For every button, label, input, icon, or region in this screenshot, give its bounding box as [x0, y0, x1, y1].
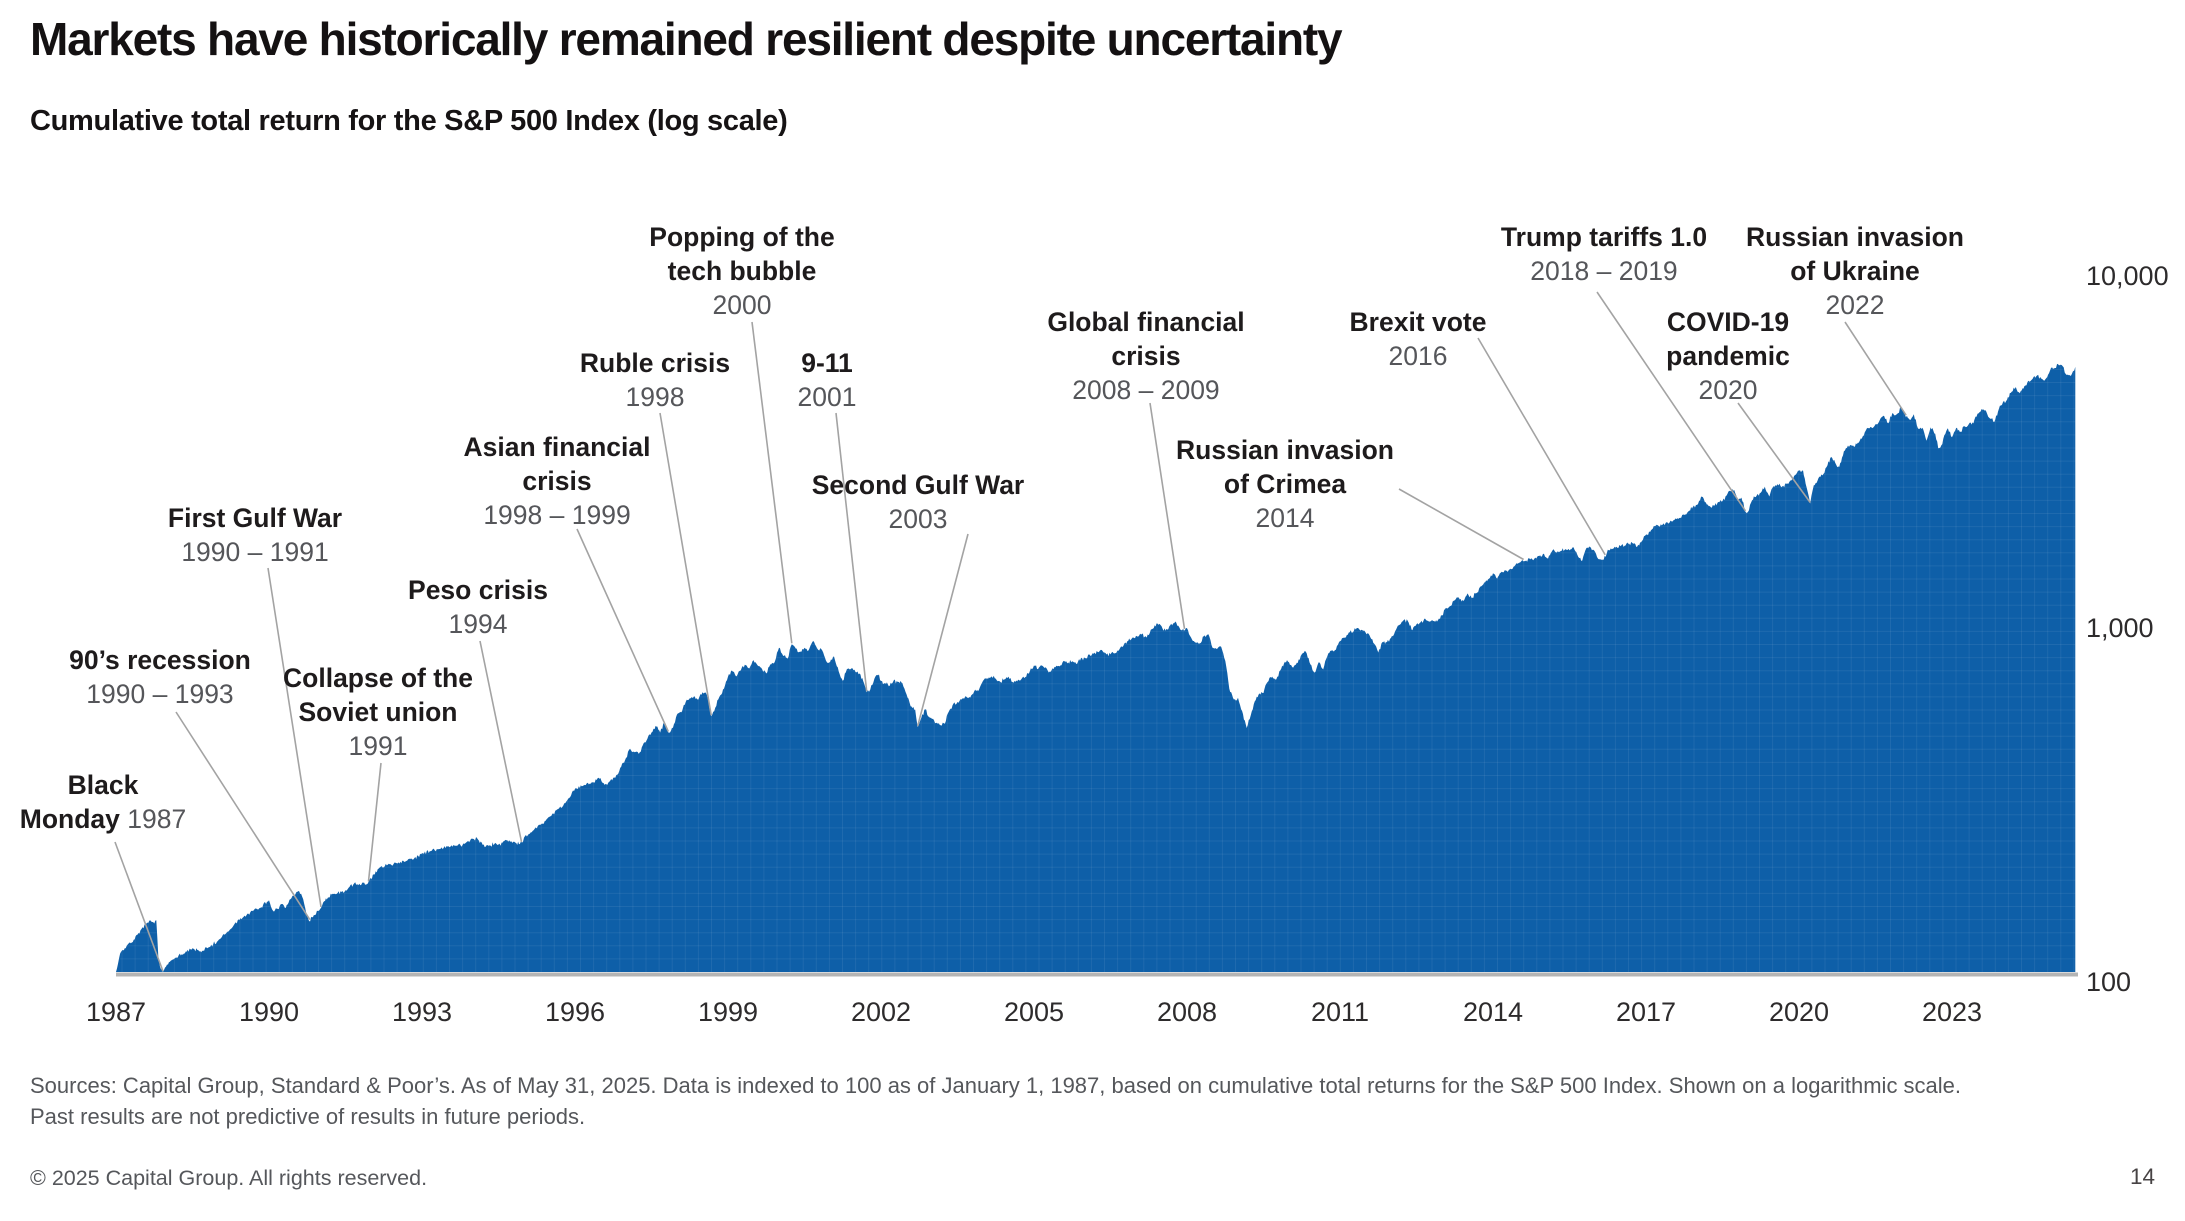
event-label-ukraine-invasion: Russian invasion of Ukraine 2022 [1746, 222, 1964, 320]
event-leader-first-gulf-war [267, 567, 322, 908]
x-tick-2023: 2023 [1921, 997, 1983, 1027]
copyright-note: © 2025 Capital Group. All rights reserve… [30, 1166, 428, 1190]
event-label-brexit-vote: Brexit vote 2016 [1349, 307, 1487, 371]
event-label-trump-tariffs: Trump tariffs 1.0 2018 – 2019 [1500, 222, 1708, 286]
x-tick-2020: 2020 [1768, 997, 1830, 1027]
x-tick-1990: 1990 [238, 997, 300, 1027]
sources-note: Sources: Capital Group, Standard & Poor’… [30, 1070, 2160, 1132]
event-leader-brexit-vote [1477, 337, 1606, 556]
event-label-second-gulf-war: Second Gulf War 2003 [811, 470, 1025, 534]
x-tick-2014: 2014 [1462, 997, 1524, 1027]
event-leader-soviet-collapse [367, 762, 382, 882]
x-tick-2008: 2008 [1156, 997, 1218, 1027]
event-label-soviet-collapse: Collapse of the Soviet union 1991 [283, 663, 473, 761]
event-leader-second-gulf-war [916, 533, 969, 727]
x-tick-2011: 2011 [1310, 997, 1370, 1027]
sources-line-1: Sources: Capital Group, Standard & Poor’… [30, 1073, 1962, 1098]
x-tick-1993: 1993 [391, 997, 453, 1027]
chart-subtitle: Cumulative total return for the S&P 500 … [30, 105, 788, 137]
event-leader-black-monday [114, 841, 164, 972]
event-label-ruble-crisis: Ruble crisis 1998 [579, 348, 731, 412]
x-tick-1996: 1996 [544, 997, 606, 1027]
x-tick-2017: 2017 [1615, 997, 1677, 1027]
x-tick-1987: 1987 [85, 997, 147, 1027]
y-tick-100: 100 [2086, 967, 2132, 997]
x-tick-2002: 2002 [850, 997, 912, 1027]
y-tick-10000: 10,000 [2086, 261, 2169, 291]
page-number: 14 [2129, 1164, 2155, 1189]
event-leader-ukraine-invasion [1844, 321, 1907, 416]
event-leader-crimea-invasion [1398, 488, 1524, 561]
sp500-area-series [116, 363, 2076, 972]
event-leader-tech-bubble [751, 321, 793, 644]
event-label-first-gulf-war: First Gulf War 1990 – 1991 [167, 503, 343, 567]
x-tick-2005: 2005 [1003, 997, 1065, 1027]
baseline-shadow [116, 972, 2078, 977]
event-leader-asian-financial-crisis [576, 528, 670, 732]
event-label-nineties-recession: 90’s recession 1990 – 1993 [69, 645, 251, 709]
event-leader-trump-tariffs [1596, 291, 1747, 512]
event-leader-peso-crisis [479, 640, 523, 843]
event-label-nine-eleven: 9-11 2001 [797, 348, 857, 412]
event-label-crimea-invasion: Russian invasion of Crimea 2014 [1176, 435, 1394, 533]
sources-line-2: Past results are not predictive of resul… [30, 1104, 586, 1129]
event-leader-nine-eleven [835, 412, 868, 692]
event-label-tech-bubble: Popping of the tech bubble 2000 [649, 222, 835, 320]
y-tick-1000: 1,000 [2086, 613, 2154, 643]
page-title: Markets have historically remained resil… [30, 13, 1343, 65]
event-label-covid-pandemic: COVID-19 pandemic 2020 [1666, 307, 1790, 405]
event-label-global-financial-crisis: Global financial crisis 2008 – 2009 [1047, 307, 1245, 405]
event-label-asian-financial-crisis: Asian financial crisis 1998 – 1999 [463, 432, 651, 530]
event-label-black-monday: Black Monday 1987 [19, 770, 187, 834]
event-leader-nineties-recession [175, 711, 311, 921]
x-tick-1999: 1999 [697, 997, 759, 1027]
event-leader-ruble-crisis [659, 412, 712, 716]
event-leader-global-financial-crisis [1149, 402, 1186, 630]
event-label-peso-crisis: Peso crisis 1994 [408, 575, 548, 639]
event-leader-covid-pandemic [1737, 402, 1811, 503]
